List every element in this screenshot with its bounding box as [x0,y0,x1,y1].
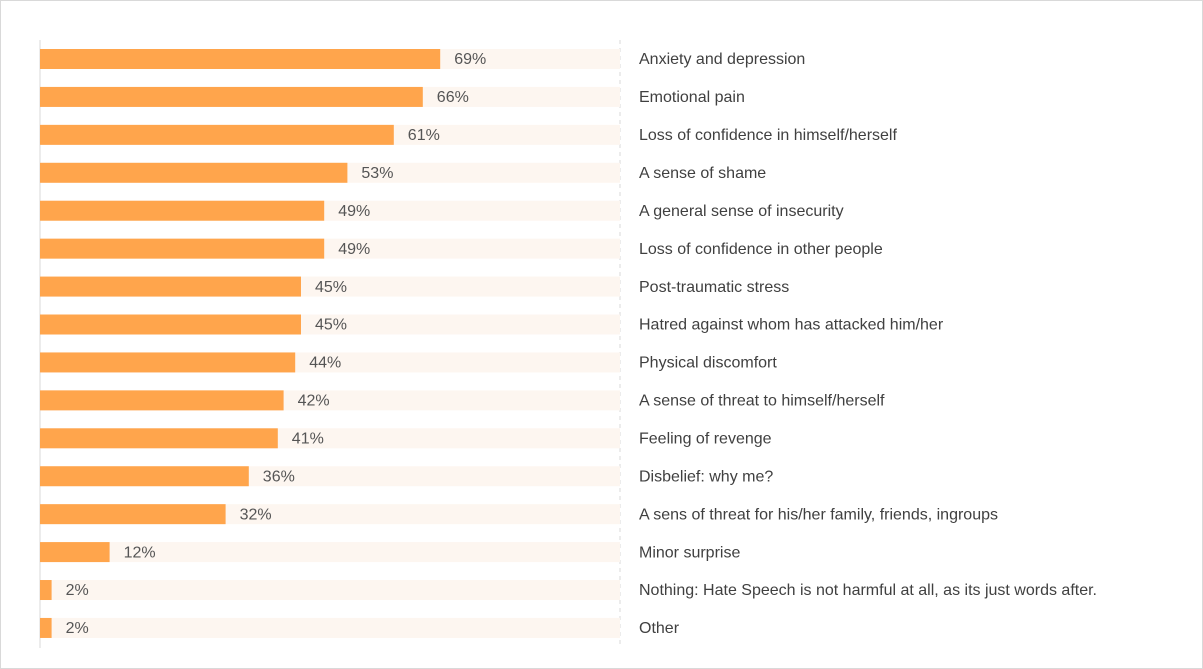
value-label: 2% [66,582,89,599]
bar [40,86,423,107]
value-label: 36% [263,468,295,485]
bar [40,49,441,69]
bar [40,617,52,638]
bar-track [40,580,620,601]
bar [40,542,110,563]
bar [40,428,278,449]
category-label: Disbelief: why me? [639,468,773,485]
bar [40,580,52,601]
category-label: A sense of threat to himself/herself [639,393,885,410]
category-label: Other [639,620,680,637]
value-label: 66% [437,89,469,106]
category-label: Hatred against whom has attacked him/her [639,317,944,334]
category-label: Loss of confidence in other people [639,241,883,258]
value-label: 41% [292,431,324,448]
category-label: Anxiety and depression [639,51,805,68]
bar [40,352,296,373]
value-label: 49% [338,203,370,220]
category-label: Minor surprise [639,544,740,561]
category-label: A sens of threat for his/her family, fri… [639,506,998,523]
category-label: Emotional pain [639,89,745,106]
category-label: A general sense of insecurity [639,203,844,220]
value-label: 2% [66,620,89,637]
category-label: Nothing: Hate Speech is not harmful at a… [639,582,1097,599]
category-label: Physical discomfort [639,355,777,372]
bar [40,124,394,145]
bar-track [40,542,620,563]
value-label: 45% [315,317,347,334]
bar [40,314,301,335]
value-label: 49% [338,241,370,258]
bar [40,200,325,221]
bar-track [40,617,620,638]
bar [40,162,348,183]
bar [40,276,301,297]
category-label: A sense of shame [639,165,766,182]
bar [40,238,325,259]
bar [40,466,249,487]
value-label: 61% [408,127,440,144]
category-label: Feeling of revenge [639,431,772,448]
value-label: 12% [124,544,156,561]
value-label: 69% [454,51,486,68]
category-label: Loss of confidence in himself/herself [639,127,897,144]
value-label: 45% [315,279,347,296]
value-label: 42% [298,393,330,410]
value-label: 44% [309,355,341,372]
bar [40,504,226,525]
category-label: Post-traumatic stress [639,279,789,296]
bar [40,390,284,411]
value-label: 32% [240,506,272,523]
value-label: 53% [361,165,393,182]
